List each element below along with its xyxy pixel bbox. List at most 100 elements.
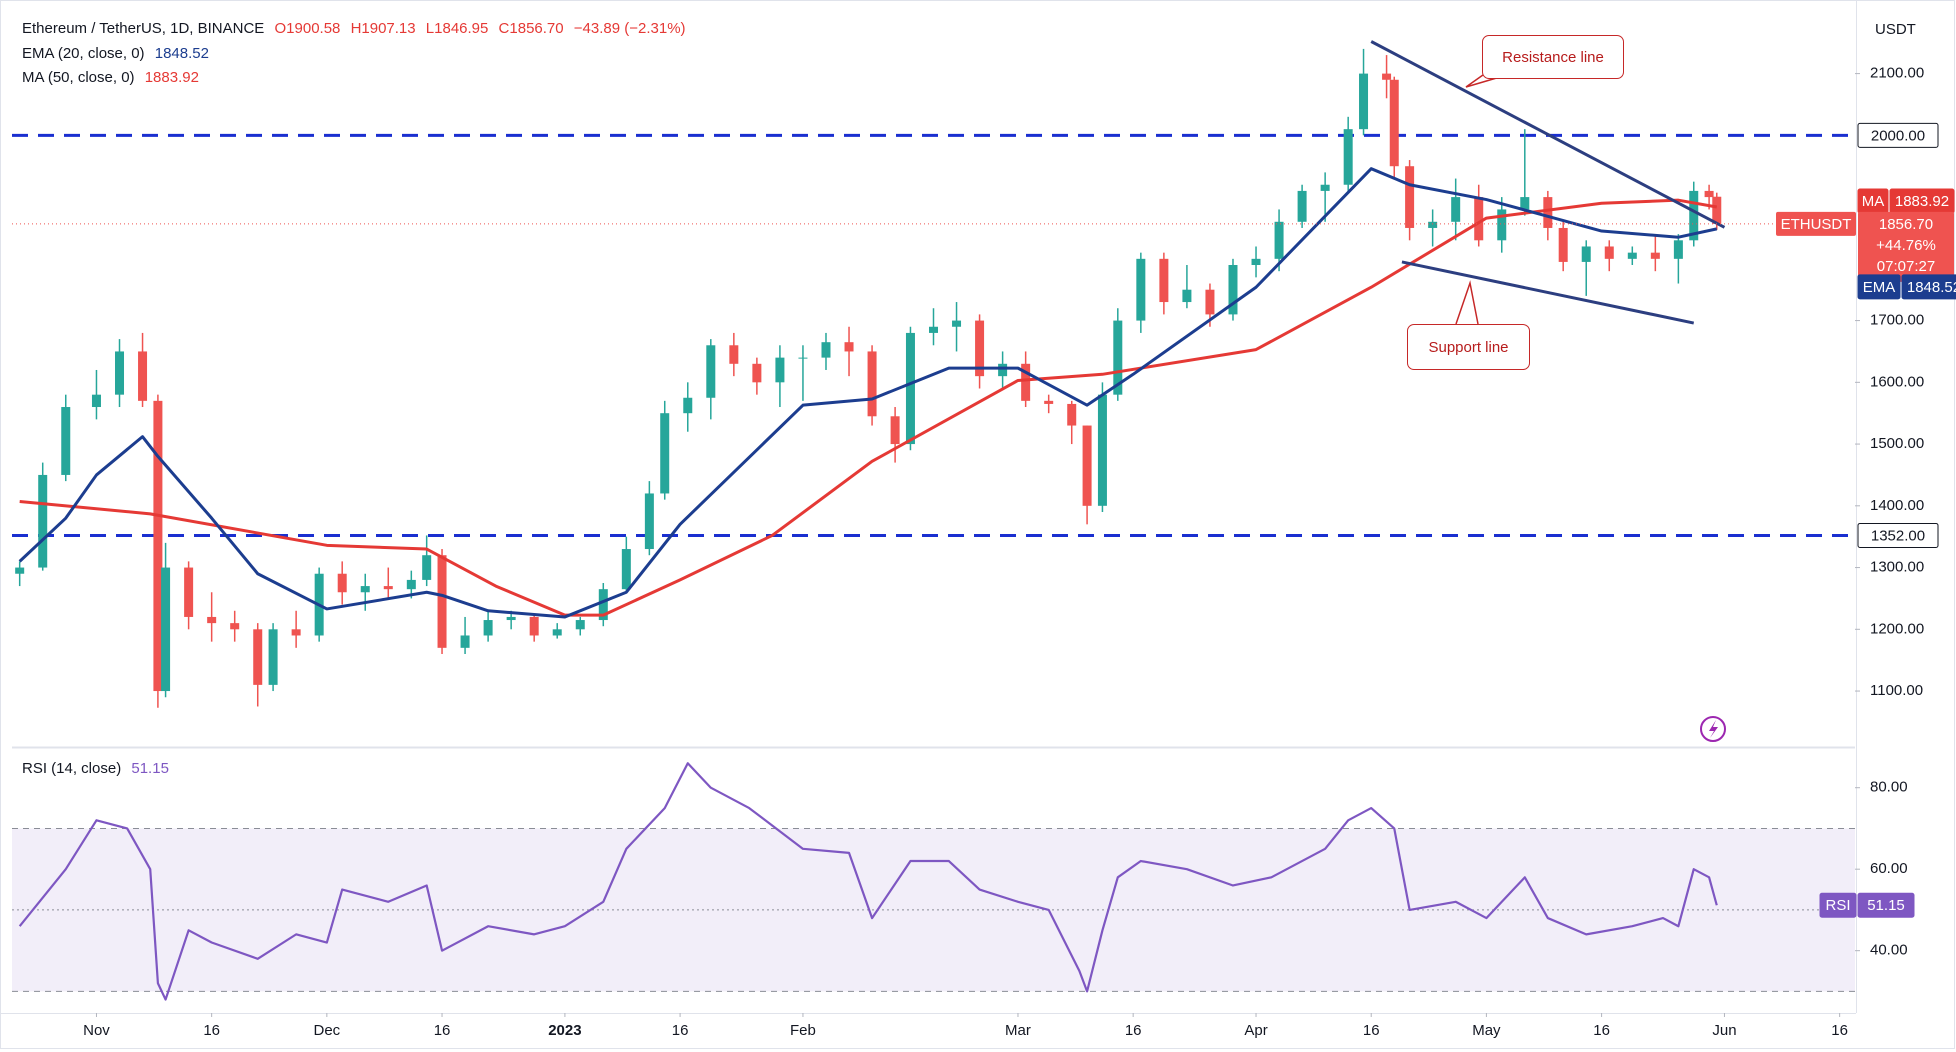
- y-tick-label: 1100.00: [1870, 682, 1923, 699]
- ohlc-open: O1900.58: [274, 20, 341, 37]
- candle-body: [207, 616, 217, 624]
- candle-body: [1097, 394, 1107, 506]
- candle-body: [975, 320, 985, 377]
- level-tag-box: [1857, 122, 1939, 148]
- ema-tag-box: [1857, 274, 1901, 300]
- candle-body: [268, 629, 278, 685]
- candle-body: [1359, 73, 1369, 130]
- candle-body: [775, 357, 785, 383]
- candle-body: [437, 555, 447, 648]
- rsi-tag-box: [1857, 892, 1915, 918]
- candle-body: [138, 351, 148, 401]
- candle-body: [1274, 221, 1284, 259]
- candle-body: [383, 586, 393, 590]
- x-tick-label: Jun: [1712, 1022, 1736, 1039]
- candle-body: [1497, 209, 1507, 241]
- candle-body: [905, 332, 915, 445]
- ema-name: EMA (20, close, 0): [22, 45, 145, 62]
- candle-body: [1543, 197, 1553, 228]
- y-tick-label: 1300.00: [1870, 559, 1924, 576]
- candle-body: [460, 635, 470, 648]
- symbol-legend: Ethereum / TetherUS, 1D, BINANCE O1900.5…: [22, 20, 692, 37]
- candle-body: [1604, 246, 1614, 259]
- candle-body: [952, 320, 962, 327]
- rsi-line: [18, 762, 1718, 1001]
- x-tick-label: 16: [434, 1022, 451, 1039]
- rsi-name: RSI (14, close): [22, 760, 122, 777]
- candle-body: [1251, 258, 1261, 266]
- ohlc-close: C1856.70: [498, 20, 564, 37]
- candle-body: [15, 567, 25, 574]
- price-tag-name: ETHUSDT: [1781, 216, 1852, 233]
- level-tag: 2000.00: [1857, 122, 1939, 148]
- candle-body: [890, 416, 900, 445]
- candle-body: [598, 589, 608, 621]
- ohlc-low: L1846.95: [425, 20, 489, 37]
- candle-body: [821, 342, 831, 358]
- trendline: [1401, 260, 1695, 325]
- candle-body: [621, 549, 631, 590]
- y-tick-label: 60.00: [1870, 860, 1908, 877]
- candle-body: [729, 345, 739, 364]
- ohlc-high: H1907.13: [350, 20, 416, 37]
- candle-body: [998, 363, 1008, 377]
- candle-body: [506, 616, 516, 621]
- x-tick-label: 16: [1831, 1022, 1848, 1039]
- x-tick-label: May: [1472, 1022, 1501, 1039]
- indicator-line: [19, 198, 1718, 617]
- candle-body: [1228, 265, 1238, 315]
- candle-body: [406, 579, 416, 590]
- ma-legend: MA (50, close, 0) 1883.92: [22, 69, 205, 86]
- candle-body: [844, 342, 854, 352]
- price-tag-value: 1856.70: [1879, 216, 1933, 233]
- rsi-value: 51.15: [131, 760, 169, 777]
- candle-body: [153, 400, 163, 692]
- trendline: [1370, 40, 1726, 229]
- candle-body: [230, 623, 240, 630]
- candle-body: [529, 616, 539, 636]
- x-tick-label: 2023: [548, 1022, 581, 1039]
- candle-body: [1712, 196, 1722, 224]
- lightning-icon: [1700, 716, 1726, 742]
- rsi-tag-box: [1819, 892, 1857, 918]
- note-pointer: [1455, 280, 1479, 325]
- y-tick-label: 1200.00: [1870, 620, 1924, 637]
- ema-tag: EMA 1848.52: [1857, 274, 1956, 300]
- candle-body: [184, 567, 194, 617]
- candle-body: [552, 629, 562, 636]
- x-tick-label: Dec: [314, 1022, 341, 1039]
- candle-body: [291, 629, 301, 636]
- y-tick-label: 1600.00: [1870, 373, 1924, 390]
- resistance-note: Resistance line: [1482, 35, 1624, 79]
- candle-body: [1689, 190, 1699, 241]
- rsi-tag-text: 51.15: [1867, 897, 1905, 914]
- ma-tag: MA 1883.92: [1857, 188, 1955, 214]
- y-tick-label: 1700.00: [1870, 312, 1924, 329]
- x-tick-label: Apr: [1244, 1022, 1267, 1039]
- candle-body: [1297, 190, 1307, 222]
- ma-tag-text: 1883.92: [1895, 193, 1949, 210]
- ma-tag-text: MA: [1862, 193, 1885, 210]
- y-tick-label: 1500.00: [1870, 435, 1924, 452]
- level-tag-text: 1352.00: [1871, 527, 1925, 544]
- y-tick-label: 1400.00: [1870, 497, 1924, 514]
- ma-value: 1883.92: [144, 69, 199, 86]
- candle-body: [798, 357, 808, 359]
- price-tag: ETHUSDT 1856.70 +44.76% 07:07:27: [1776, 211, 1954, 282]
- x-tick-label: 16: [1593, 1022, 1610, 1039]
- candle-body: [483, 620, 493, 636]
- ema-legend: EMA (20, close, 0) 1848.52: [22, 45, 215, 62]
- x-tick-label: 16: [1125, 1022, 1142, 1039]
- support-note: Support line: [1407, 324, 1530, 370]
- level-tag-text: 2000.00: [1871, 127, 1925, 144]
- candle-body: [929, 326, 938, 333]
- candle-body: [1627, 252, 1637, 259]
- candle-body: [867, 351, 877, 417]
- candle-body: [1182, 289, 1192, 303]
- candle-body: [1451, 197, 1461, 222]
- x-tick-label: 16: [1363, 1022, 1380, 1039]
- rsi-tag-text: RSI: [1825, 897, 1850, 914]
